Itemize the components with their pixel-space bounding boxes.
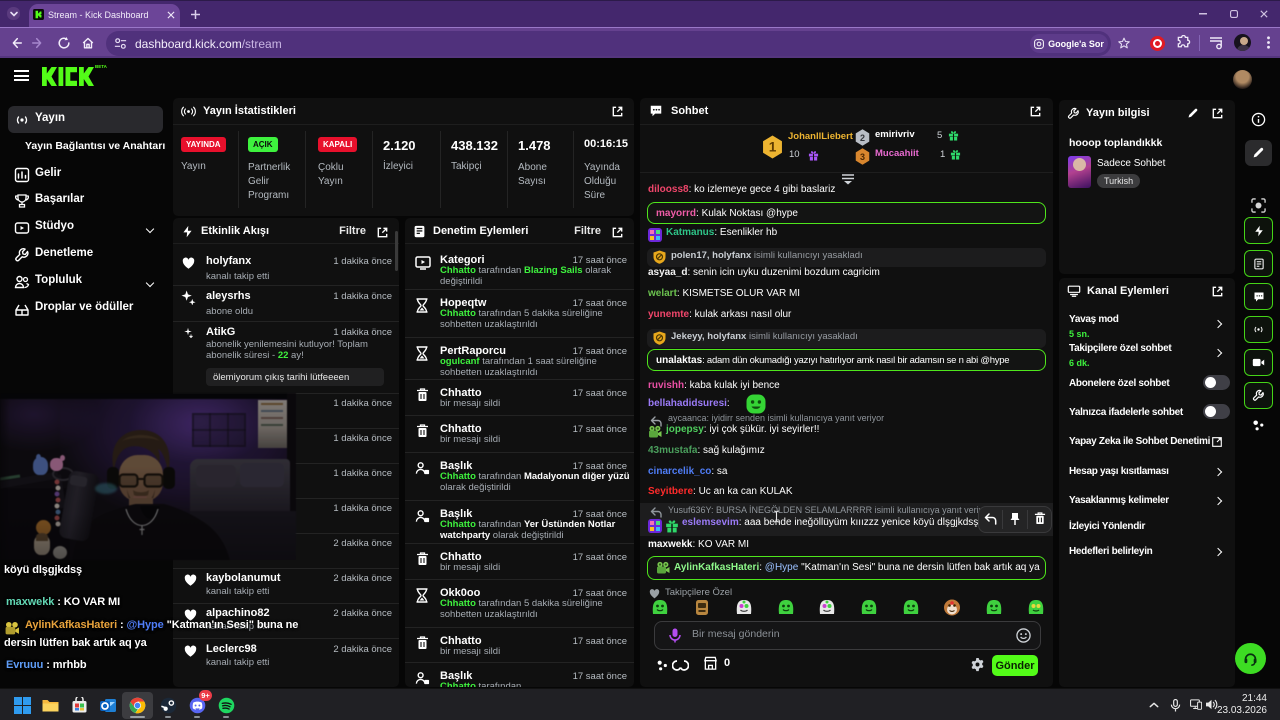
svg-text:3: 3: [860, 152, 865, 162]
svg-text:2: 2: [860, 133, 865, 143]
svg-text:1: 1: [769, 140, 777, 155]
